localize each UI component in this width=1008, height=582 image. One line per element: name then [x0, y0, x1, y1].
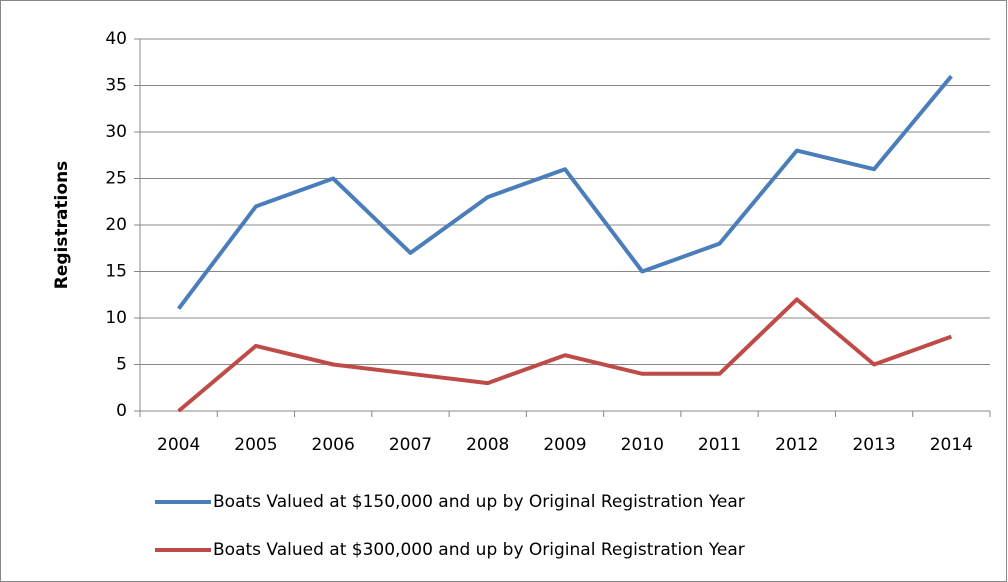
y-tick-label: 10 [105, 308, 127, 328]
series-line [177, 297, 953, 413]
x-tick-label: 2009 [543, 435, 586, 455]
x-tick-label: 2008 [466, 435, 509, 455]
y-tick-label: 20 [105, 215, 127, 235]
series-line [177, 74, 953, 310]
y-tick-label: 5 [116, 355, 127, 375]
x-tick-label: 2013 [852, 435, 895, 455]
y-tick-label: 15 [105, 262, 127, 282]
y-tick-label: 40 [105, 29, 127, 49]
x-tick-label: 2006 [312, 435, 355, 455]
y-tick-label: 0 [116, 401, 127, 421]
y-tick-label: 25 [105, 169, 127, 189]
x-tick-label: 2014 [930, 435, 973, 455]
x-tick-label: 2005 [234, 435, 277, 455]
legend-label: Boats Valued at $150,000 and up by Origi… [213, 492, 745, 512]
y-axis-title: Registrations [52, 161, 72, 290]
legend-label: Boats Valued at $300,000 and up by Origi… [213, 540, 745, 560]
x-tick-label: 2010 [621, 435, 664, 455]
x-tick-label: 2011 [698, 435, 741, 455]
x-tick-label: 2004 [157, 435, 200, 455]
x-tick-label: 2007 [389, 435, 432, 455]
y-tick-label: 35 [105, 76, 127, 96]
x-tick-label: 2012 [775, 435, 818, 455]
y-tick-label: 30 [105, 122, 127, 142]
